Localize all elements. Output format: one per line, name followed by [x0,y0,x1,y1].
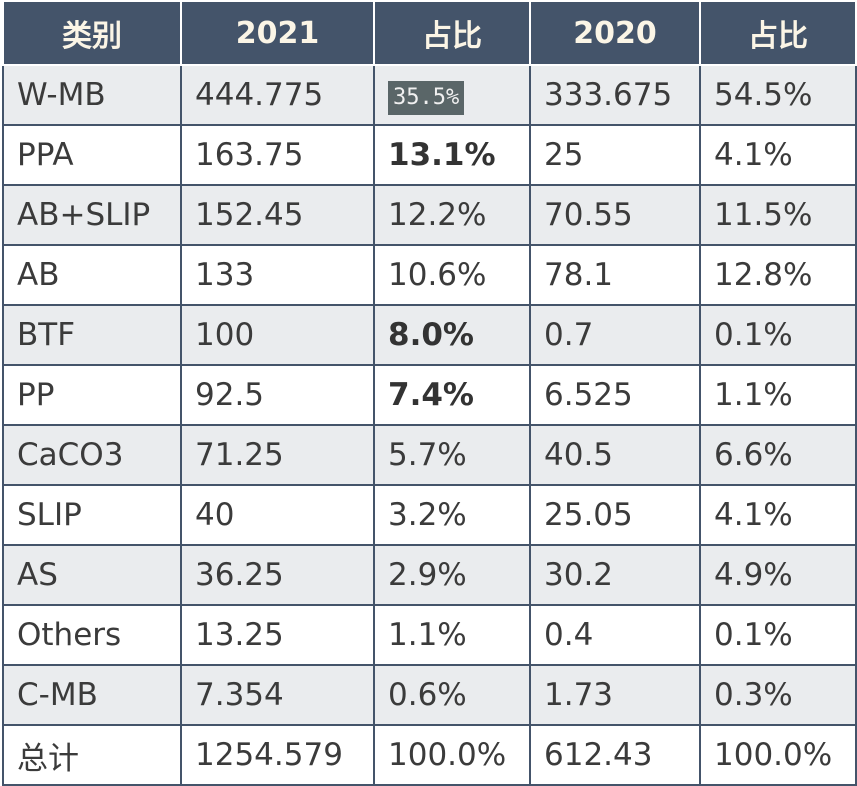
highlighted-value: 35.5% [388,80,465,115]
cell-share-2020: 4.1% [699,484,857,546]
table-row: CaCO3 71.25 5.7% 40.5 6.6% [2,424,857,486]
header-category: 类别 [2,2,182,66]
table-body: W-MB 444.775 35.5% 333.675 54.5% PPA 163… [2,64,857,786]
cell-category: Others [2,604,182,666]
cell-2020: 6.525 [529,364,701,426]
cell-share-2021: 0.6% [373,664,531,726]
cell-share-2021: 8.0% [373,304,531,366]
cell-2021: 444.775 [180,64,375,126]
cell-share-2020: 0.3% [699,664,857,726]
cell-2021: 36.25 [180,544,375,606]
cell-category: 总计 [2,724,182,786]
cell-share-2021: 7.4% [373,364,531,426]
cell-2020: 25 [529,124,701,186]
cell-2021: 13.25 [180,604,375,666]
cell-share-2020: 0.1% [699,304,857,366]
cell-2020: 612.43 [529,724,701,786]
cell-category: AS [2,544,182,606]
cell-2020: 25.05 [529,484,701,546]
cell-share-2021: 2.9% [373,544,531,606]
table-row: Others 13.25 1.1% 0.4 0.1% [2,604,857,666]
cell-2021: 71.25 [180,424,375,486]
cell-share-2021: 13.1% [373,124,531,186]
total-row: 总计 1254.579 100.0% 612.43 100.0% [2,724,857,786]
table-row: W-MB 444.775 35.5% 333.675 54.5% [2,64,857,126]
table-row: C-MB 7.354 0.6% 1.73 0.3% [2,664,857,726]
cell-category: PPA [2,124,182,186]
cell-2021: 133 [180,244,375,306]
cell-2021: 1254.579 [180,724,375,786]
table-row: AB 133 10.6% 78.1 12.8% [2,244,857,306]
cell-2020: 1.73 [529,664,701,726]
table-row: SLIP 40 3.2% 25.05 4.1% [2,484,857,546]
cell-category: BTF [2,304,182,366]
header-row: 类别 2021 占比 2020 占比 [2,2,857,66]
cell-share-2020: 6.6% [699,424,857,486]
cell-share-2021: 5.7% [373,424,531,486]
table-row: BTF 100 8.0% 0.7 0.1% [2,304,857,366]
cell-2020: 30.2 [529,544,701,606]
header-2020: 2020 [529,2,701,66]
cell-category: SLIP [2,484,182,546]
cell-category: AB [2,244,182,306]
cell-2021: 163.75 [180,124,375,186]
cell-2021: 7.354 [180,664,375,726]
cell-category: CaCO3 [2,424,182,486]
cell-share-2020: 100.0% [699,724,857,786]
header-share-2020: 占比 [699,2,857,66]
cell-share-2021: 10.6% [373,244,531,306]
cell-category: PP [2,364,182,426]
cell-share-2020: 1.1% [699,364,857,426]
cell-share-2020: 12.8% [699,244,857,306]
cell-2020: 0.7 [529,304,701,366]
table-row: PPA 163.75 13.1% 25 4.1% [2,124,857,186]
cell-2020: 70.55 [529,184,701,246]
cell-2021: 40 [180,484,375,546]
cell-2021: 100 [180,304,375,366]
header-share-2021: 占比 [373,2,531,66]
cell-share-2020: 11.5% [699,184,857,246]
cell-2021: 152.45 [180,184,375,246]
cell-share-2021: 3.2% [373,484,531,546]
cell-category: AB+SLIP [2,184,182,246]
cell-2020: 78.1 [529,244,701,306]
cell-share-2021: 100.0% [373,724,531,786]
cell-share-2020: 4.9% [699,544,857,606]
cell-category: C-MB [2,664,182,726]
cell-2020: 0.4 [529,604,701,666]
header-2021: 2021 [180,2,375,66]
table-header: 类别 2021 占比 2020 占比 [2,2,857,66]
cell-share-2021: 1.1% [373,604,531,666]
table-row: AS 36.25 2.9% 30.2 4.9% [2,544,857,606]
table-row: AB+SLIP 152.45 12.2% 70.55 11.5% [2,184,857,246]
cell-2020: 40.5 [529,424,701,486]
cell-share-2020: 4.1% [699,124,857,186]
cell-share-2021: 12.2% [373,184,531,246]
cell-category: W-MB [2,64,182,126]
cell-share-2020: 54.5% [699,64,857,126]
cell-2021: 92.5 [180,364,375,426]
cell-share-2021: 35.5% [373,64,531,126]
cell-share-2020: 0.1% [699,604,857,666]
cell-2020: 333.675 [529,64,701,126]
table-row: PP 92.5 7.4% 6.525 1.1% [2,364,857,426]
